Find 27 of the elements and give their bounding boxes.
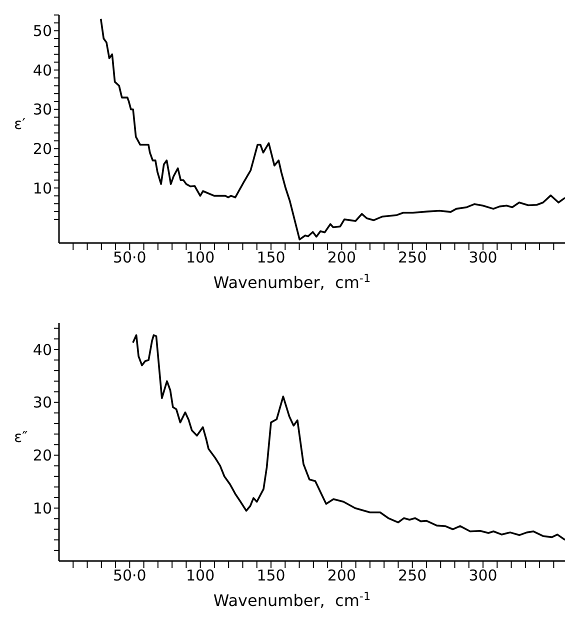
y-tick-label: 10 <box>32 499 52 518</box>
x-tick-label: 200 <box>327 566 356 585</box>
y-tick-label: 40 <box>32 340 52 359</box>
y-tick-label: 20 <box>32 140 52 158</box>
x-tick-label: 300 <box>468 566 498 585</box>
x-tick-label: 250 <box>398 566 427 585</box>
x-tick-label: 150 <box>256 566 286 585</box>
y-tick-label: 50 <box>32 22 52 40</box>
y-tick-label: 40 <box>32 61 52 80</box>
x-tick-label: 100 <box>186 566 215 585</box>
x-axis-title: Wavenumber, cm$^{-1}$ <box>213 272 371 292</box>
y-tick-label: 30 <box>32 394 52 412</box>
x-tick-label: 50·0 <box>112 566 146 585</box>
line-series <box>132 334 565 541</box>
y-axis-title: ε′ <box>14 115 26 133</box>
x-axis-title: Wavenumber, cm$^{-1}$ <box>213 590 371 610</box>
y-axis-title: ε″ <box>14 428 28 446</box>
x-tick-label: 50·0 <box>112 248 146 267</box>
y-tick-label: 20 <box>32 446 52 465</box>
x-tick-label: 300 <box>468 248 498 267</box>
x-tick-label: 150 <box>256 248 286 267</box>
y-tick-label: 30 <box>32 100 52 119</box>
x-tick-label: 250 <box>398 248 427 267</box>
line-series <box>100 18 565 240</box>
x-tick-label: 100 <box>186 248 215 267</box>
y-tick-label: 10 <box>32 179 52 198</box>
x-tick-label: 200 <box>327 248 356 267</box>
